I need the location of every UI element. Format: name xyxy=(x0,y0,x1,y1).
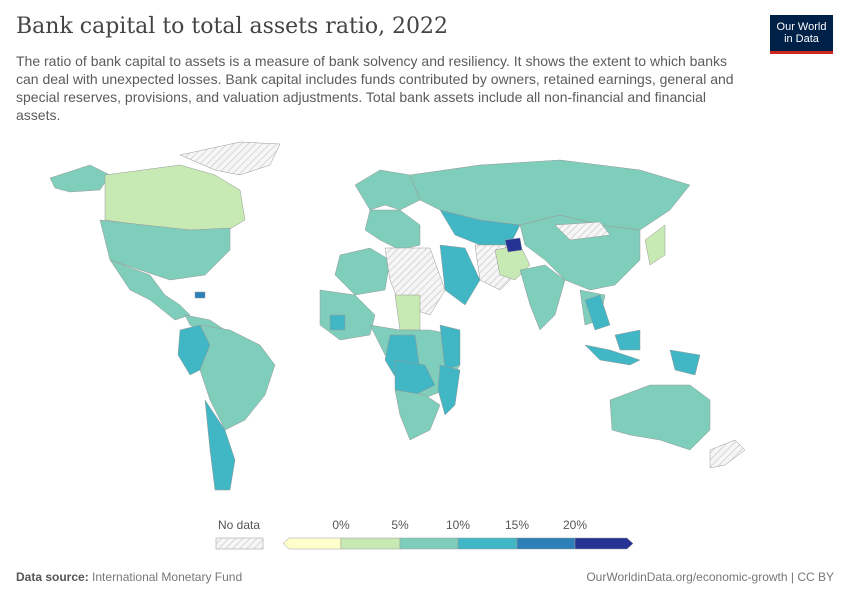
legend-bin xyxy=(282,537,342,550)
legend-bin xyxy=(457,537,518,550)
legend-tick: 0% xyxy=(332,518,350,532)
region xyxy=(194,291,206,299)
logo-line1: Our World xyxy=(776,21,827,33)
region xyxy=(439,324,461,371)
legend-bin xyxy=(516,537,576,550)
region xyxy=(354,169,421,211)
region-no-data xyxy=(179,141,281,176)
subtitle: The ratio of bank capital to assets is a… xyxy=(16,53,734,123)
color-legend: No data 0% 5% 10% 15% 20% xyxy=(0,512,850,552)
region xyxy=(49,164,111,193)
region xyxy=(319,289,376,341)
source-name: International Monetary Fund xyxy=(92,570,243,584)
region xyxy=(504,237,523,253)
world-map[interactable] xyxy=(0,130,850,510)
legend-tick: 15% xyxy=(504,518,530,532)
legend-bar xyxy=(215,537,634,550)
region xyxy=(584,294,611,331)
region xyxy=(609,384,711,451)
region-no-data xyxy=(709,439,746,469)
region xyxy=(109,259,191,321)
region xyxy=(669,349,701,376)
region xyxy=(364,209,421,251)
region xyxy=(394,294,421,331)
source-label: Data source: xyxy=(16,570,89,584)
legend-bin xyxy=(340,537,401,550)
region xyxy=(199,324,276,431)
footer-url[interactable]: OurWorldinData.org/economic-growth | CC … xyxy=(586,570,834,584)
legend-tick: 5% xyxy=(391,518,409,532)
region xyxy=(334,247,391,296)
no-data-label: No data xyxy=(217,518,261,532)
region xyxy=(329,314,346,331)
data-source: Data source: International Monetary Fund xyxy=(16,570,242,584)
region xyxy=(584,344,641,366)
region xyxy=(394,389,441,441)
region xyxy=(204,399,236,491)
no-data-swatch xyxy=(215,537,264,550)
legend-tick: 10% xyxy=(445,518,471,532)
region-no-data xyxy=(554,221,611,241)
region xyxy=(519,214,641,291)
legend-tick: 20% xyxy=(562,518,588,532)
region xyxy=(644,224,666,266)
legend-bin xyxy=(574,537,634,550)
region xyxy=(99,219,231,281)
region xyxy=(394,359,436,396)
page-title: Bank capital to total assets ratio, 2022 xyxy=(16,14,449,39)
region xyxy=(437,364,461,416)
legend-bin xyxy=(399,537,459,550)
logo-line2: in Data xyxy=(784,33,819,45)
region xyxy=(614,329,641,351)
owid-logo[interactable]: Our World in Data xyxy=(770,15,833,54)
region xyxy=(519,264,566,331)
region xyxy=(439,244,481,306)
